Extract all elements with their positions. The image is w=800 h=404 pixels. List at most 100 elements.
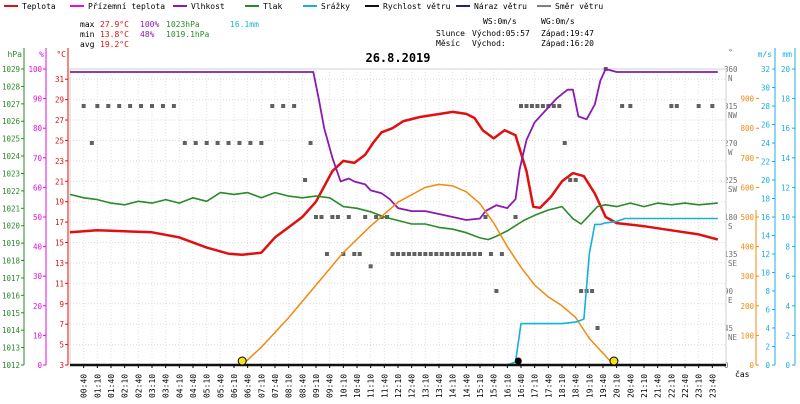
axis-tick-label: 80	[33, 124, 43, 133]
series-line-vlhkost	[70, 68, 718, 221]
x-tick-label: 06:10	[230, 374, 239, 398]
axis-tick-label: 18	[781, 95, 791, 104]
legend-label: Tlak	[263, 2, 282, 11]
wind-dir-point	[128, 104, 133, 108]
axis-tick-label: 1012	[2, 361, 20, 370]
x-tick-label: 19:10	[585, 374, 594, 398]
series-line-teplota	[69, 110, 719, 257]
wind-dir-point	[303, 178, 308, 182]
wind-dir-point	[488, 252, 493, 256]
x-tick-label: 01:10	[93, 374, 102, 398]
axis-tick-label: 40	[33, 243, 43, 252]
axis-tick-label: SW	[728, 185, 738, 194]
axis-label-ms: m/s	[758, 50, 773, 59]
x-tick-label: 02:40	[134, 374, 143, 398]
wind-dir-point	[248, 141, 253, 145]
axis-tick-label: 14	[761, 232, 771, 241]
wind-dir-point	[595, 326, 600, 330]
wind-dir-point	[406, 252, 411, 256]
axis-label-degc: °C	[56, 50, 66, 59]
axis-tick-label: 1022	[2, 187, 20, 196]
axis-tick-label: 20	[761, 176, 771, 185]
stats-min-press: 1019.1hPa	[166, 30, 210, 39]
axis-tick-label: SE	[728, 259, 738, 268]
wind-dir-point	[568, 178, 573, 182]
sunset-marker	[609, 356, 619, 366]
x-tick-label: 04:10	[175, 374, 184, 398]
axis-tick-label: 0	[37, 361, 42, 370]
moonset-time: Západ:16:20	[541, 39, 594, 48]
stats-ws: WS:0m/s	[483, 17, 517, 26]
legend-label: Rychlost větru	[383, 2, 451, 11]
axis-tick-label: 1013	[2, 344, 20, 353]
wind-dir-point	[620, 104, 625, 108]
wind-dir-point	[628, 104, 633, 108]
wind-dir-point	[182, 141, 187, 145]
stats-min-hum: 48%	[140, 30, 155, 39]
wind-dir-point	[357, 252, 362, 256]
x-tick-label: 18:10	[558, 374, 567, 398]
series-line-sr-ky	[239, 217, 718, 366]
axis-tick-label: NW	[728, 111, 738, 120]
x-tick-label: 07:40	[271, 374, 280, 398]
wind-dir-point	[193, 141, 198, 145]
wind-dir-point	[428, 252, 433, 256]
x-tick-label: 00:40	[80, 374, 89, 398]
axis-tick-label: 10	[761, 269, 771, 278]
wind-dir-point	[95, 104, 100, 108]
axis-tick-label: 180	[724, 213, 738, 222]
wind-dir-point	[540, 104, 545, 108]
wind-dir-point	[390, 252, 395, 256]
wind-dir-point	[341, 252, 346, 256]
x-tick-label: 07:10	[257, 374, 266, 398]
wind-dir-point	[710, 104, 715, 108]
axis-tick-label: 1025	[2, 135, 20, 144]
wind-dir-point	[551, 104, 556, 108]
wind-dir-point	[330, 215, 335, 219]
wind-dir-point	[314, 215, 318, 219]
x-tick-label: 22:40	[681, 374, 690, 398]
wind-dir-point	[363, 215, 368, 219]
x-unit-label: čas	[735, 369, 750, 379]
wind-dir-point	[696, 104, 701, 108]
sunrise-marker	[237, 356, 247, 366]
axis-tick-label: 600	[740, 183, 754, 192]
wind-dir-point	[89, 141, 94, 145]
legend: Teplota Přízemní teplota Vlhkost Tlak Srážky…	[4, 2, 603, 11]
axis-tick-label: 315	[724, 102, 738, 111]
axis-tick-label: 0	[785, 361, 790, 370]
wind-dir-point	[456, 252, 461, 256]
wind-dir-point	[319, 215, 324, 219]
x-tick-label: 08:40	[298, 374, 307, 398]
axis-tick-label: 100	[740, 331, 754, 340]
axis-tick-label: 21	[55, 177, 64, 186]
wind-dir-point	[259, 141, 264, 145]
wind-dir-point	[445, 252, 450, 256]
x-tick-label: 06:40	[244, 374, 253, 398]
axis-tick-label: 5	[59, 341, 64, 350]
wind-dir-point	[423, 252, 428, 256]
axis-tick-label: 800	[740, 124, 754, 133]
wind-dir-point	[308, 141, 313, 145]
axis-tick-label: 1017	[2, 274, 20, 283]
x-tick-label: 03:40	[162, 374, 171, 398]
stats-max-label: max	[80, 20, 95, 29]
axis-tick-label: 1029	[2, 65, 20, 74]
x-tick-label: 04:40	[189, 374, 198, 398]
wind-dir-point	[519, 104, 523, 108]
axis-tick-label: 50	[33, 213, 43, 222]
axis-tick-label: 400	[740, 243, 754, 252]
wind-dir-point	[226, 141, 231, 145]
legend-label: Vlhkost	[191, 2, 225, 11]
sunrise-time: Východ:05:57	[472, 29, 530, 38]
stats-min-temp: 13.8°C	[100, 30, 129, 39]
axis-tick-label: 1023	[2, 169, 20, 178]
axis-tick-label: 90	[33, 95, 43, 104]
x-tick-label: 23:40	[708, 374, 717, 398]
axis-tick-label: 8	[785, 243, 790, 252]
axis-tick-label: 1018	[2, 257, 21, 266]
axis-tick-label: 29	[55, 96, 64, 105]
wind-dir-point	[412, 252, 417, 256]
x-tick-label: 16:40	[517, 374, 526, 398]
axis-tick-label: S	[728, 222, 733, 231]
